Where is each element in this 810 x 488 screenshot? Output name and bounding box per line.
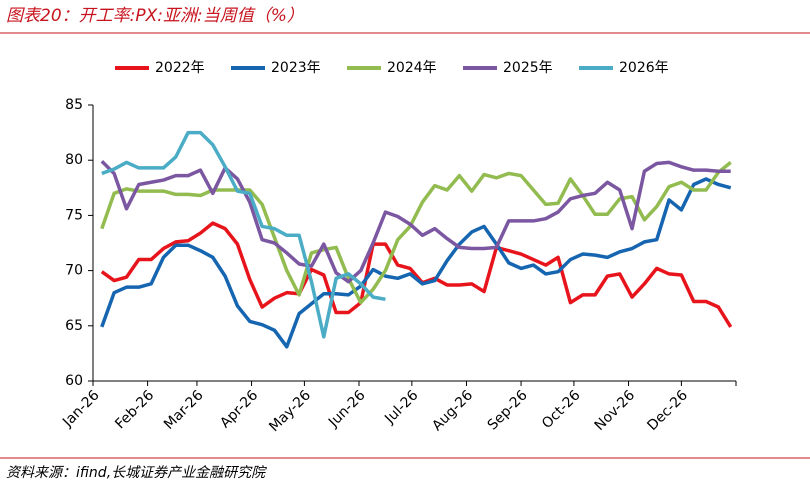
y-tick-label: 80 [65, 152, 83, 168]
y-tick-label: 60 [65, 373, 83, 389]
x-tick-label: Jun-26 [325, 387, 369, 431]
source: 资料来源：ifind,长城证券产业金融研究院 [6, 465, 267, 481]
legend-label: 2025年 [503, 60, 553, 76]
x-tick-label: Nov-26 [592, 387, 639, 434]
y-tick-label: 70 [65, 263, 83, 279]
legend-label: 2022年 [155, 60, 205, 76]
x-tick-label: Feb-26 [112, 387, 157, 432]
chart-title: 图表20：开工率:PX:亚洲:当周值（%） [6, 6, 304, 26]
series-line [101, 130, 386, 339]
legend-label: 2026年 [619, 60, 669, 76]
x-tick-label: Oct-26 [539, 387, 584, 432]
x-tick-label: May-26 [266, 387, 314, 435]
legend-label: 2024年 [387, 60, 437, 76]
y-tick-label: 65 [65, 318, 83, 334]
x-tick-label: Mar-26 [161, 387, 207, 433]
series-line [100, 177, 732, 349]
series-line [100, 160, 731, 284]
y-tick-label: 85 [65, 97, 83, 113]
y-tick-label: 75 [65, 207, 83, 223]
series-line [100, 161, 732, 305]
x-tick-label: Dec-26 [644, 387, 691, 434]
x-tick-label: Jul-26 [381, 387, 421, 427]
x-tick-label: Jan-26 [59, 387, 103, 431]
x-tick-label: Aug-26 [429, 387, 476, 434]
series-line [100, 221, 733, 328]
x-tick-label: Sep-26 [485, 387, 531, 433]
x-tick-label: Apr-26 [217, 387, 261, 431]
legend-label: 2023年 [271, 60, 321, 76]
